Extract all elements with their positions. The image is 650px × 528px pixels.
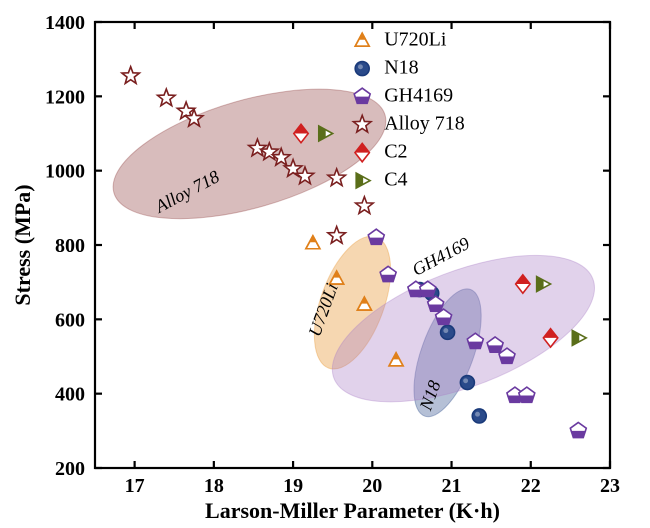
y-axis-title: Stress (MPa): [10, 184, 35, 305]
legend-label-U720Li: U720Li: [384, 29, 447, 51]
y-tick-label: 1400: [45, 12, 85, 34]
legend-label-C4: C4: [384, 169, 407, 191]
x-tick-label: 22: [521, 475, 541, 497]
y-tick-label: 200: [55, 458, 85, 480]
legend-item-N18: [355, 62, 369, 76]
x-tick-label: 18: [204, 475, 224, 497]
legend-label-Alloy718: Alloy 718: [384, 113, 465, 135]
scatter-chart: 17 18 19 20 21 22 23 200 400 600 800 1000 1200 1400 La…: [0, 0, 650, 528]
y-tick-label: 600: [55, 309, 85, 331]
y-tick-label: 400: [55, 384, 85, 406]
y-tick-label: 1000: [45, 161, 85, 183]
x-tick-label: 21: [442, 475, 462, 497]
legend-label-N18: N18: [384, 57, 418, 79]
x-tick-label: 17: [125, 475, 145, 497]
x-axis-title: Larson-Miller Parameter (K·h): [205, 498, 500, 523]
x-tick-label: 20: [362, 475, 382, 497]
x-tick-label: 23: [600, 475, 620, 497]
x-tick-label: 19: [283, 475, 303, 497]
y-tick-label: 1200: [45, 86, 85, 108]
legend-label-C2: C2: [384, 141, 407, 163]
y-tick-label: 800: [55, 235, 85, 257]
legend-label-GH4169: GH4169: [384, 85, 453, 107]
chart-container: 17 18 19 20 21 22 23 200 400 600 800 1000 1200 1400 La…: [0, 0, 650, 528]
